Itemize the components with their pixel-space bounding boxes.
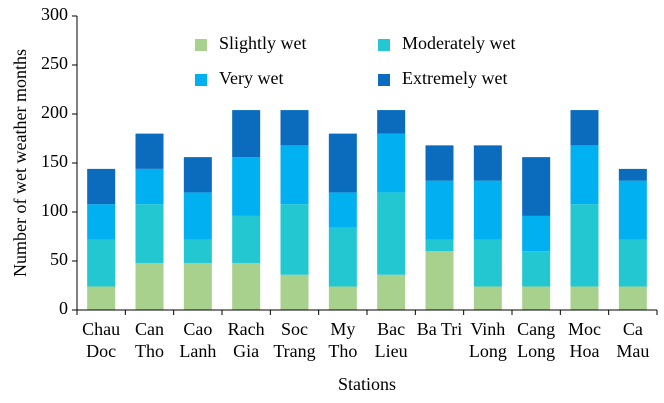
bar-segment bbox=[135, 262, 164, 310]
legend-label: Extremely wet bbox=[402, 68, 507, 88]
legend-swatch bbox=[195, 74, 207, 86]
bar-segment bbox=[328, 227, 357, 287]
bar-segment bbox=[232, 110, 261, 158]
bar-segment bbox=[618, 168, 647, 181]
bar-segment bbox=[183, 262, 212, 310]
legend-swatch bbox=[378, 74, 390, 86]
bar-segment bbox=[570, 145, 599, 205]
bar-segment bbox=[425, 145, 454, 181]
bar-segment bbox=[522, 157, 551, 216]
bar-segment bbox=[570, 204, 599, 287]
bar-segment bbox=[522, 286, 551, 310]
bar-segment bbox=[280, 110, 309, 146]
bar-segment bbox=[473, 180, 502, 240]
y-tick-label: 250 bbox=[41, 53, 68, 73]
bar-segment bbox=[87, 204, 116, 240]
bar-segment bbox=[522, 251, 551, 287]
bar-segment bbox=[377, 274, 406, 310]
bar-segment bbox=[183, 192, 212, 240]
bar-segment bbox=[425, 180, 454, 240]
x-axis-label: Stations bbox=[338, 374, 396, 394]
bar-segment bbox=[377, 192, 406, 275]
y-tick-label: 0 bbox=[59, 298, 68, 318]
x-tick-label: Vinh Long bbox=[468, 319, 507, 361]
bar-segment bbox=[473, 239, 502, 287]
x-tick-label: Ca Mau bbox=[616, 319, 650, 361]
y-tick-label: 150 bbox=[41, 151, 68, 171]
x-tick-label: Cao Lanh bbox=[179, 319, 217, 361]
bar-segment bbox=[425, 251, 454, 310]
y-tick-label: 200 bbox=[41, 102, 68, 122]
bar-segment bbox=[280, 204, 309, 275]
bar-segment bbox=[618, 286, 647, 310]
bar-segment bbox=[522, 215, 551, 252]
bar-segment bbox=[425, 239, 454, 252]
y-tick-label: 50 bbox=[50, 249, 68, 269]
legend-swatch bbox=[378, 39, 390, 51]
bar-segment bbox=[377, 110, 406, 134]
bar-segment bbox=[183, 239, 212, 263]
x-tick-label: Can Tho bbox=[135, 319, 164, 361]
bar-segment bbox=[618, 239, 647, 287]
legend-swatch bbox=[195, 39, 207, 51]
bar-segment bbox=[473, 145, 502, 181]
bar-segment bbox=[232, 215, 261, 263]
bar-segment bbox=[328, 286, 357, 310]
bar-segment bbox=[570, 286, 599, 310]
y-tick-label: 300 bbox=[41, 4, 68, 24]
x-tick-label: Soc Trang bbox=[273, 319, 316, 361]
bar-segment bbox=[618, 180, 647, 240]
legend-label: Slightly wet bbox=[219, 33, 307, 53]
y-tick-label: 100 bbox=[41, 200, 68, 220]
legend-label: Very wet bbox=[219, 68, 283, 88]
bar-segment bbox=[135, 204, 164, 263]
bar-segment bbox=[570, 110, 599, 146]
bar-segment bbox=[232, 157, 261, 216]
bar-segment bbox=[280, 274, 309, 310]
bar-segment bbox=[232, 262, 261, 310]
x-tick-label: Cang Long bbox=[517, 319, 556, 361]
x-tick-label: Bac Lieu bbox=[374, 319, 408, 361]
bar-segment bbox=[328, 192, 357, 228]
bar-segment bbox=[135, 133, 164, 169]
legend-label: Moderately wet bbox=[402, 33, 515, 53]
bar-segment bbox=[87, 168, 116, 205]
bar-segment bbox=[473, 286, 502, 310]
y-axis-label: Number of wet weather months bbox=[10, 49, 30, 277]
bar-segment bbox=[377, 133, 406, 193]
x-tick-label: Chau Doc bbox=[82, 319, 121, 361]
x-tick-label: Rach Gia bbox=[227, 319, 265, 361]
x-tick-label: My Tho bbox=[328, 319, 358, 361]
x-tick-label: Moc Hoa bbox=[568, 319, 601, 361]
bar-segment bbox=[135, 168, 164, 205]
x-tick-label: Ba Tri bbox=[416, 319, 463, 339]
bar-segment bbox=[87, 286, 116, 310]
bar-segment bbox=[183, 157, 212, 193]
bar-segment bbox=[280, 145, 309, 205]
bar-segment bbox=[87, 239, 116, 287]
bar-segment bbox=[328, 133, 357, 193]
